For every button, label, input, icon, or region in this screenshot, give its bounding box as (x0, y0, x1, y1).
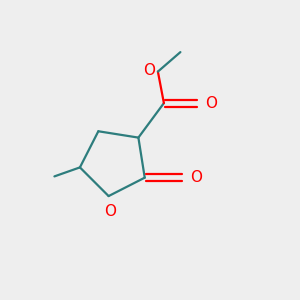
Text: O: O (205, 96, 217, 111)
Text: O: O (143, 63, 155, 78)
Text: O: O (104, 204, 116, 219)
Text: O: O (190, 170, 202, 185)
